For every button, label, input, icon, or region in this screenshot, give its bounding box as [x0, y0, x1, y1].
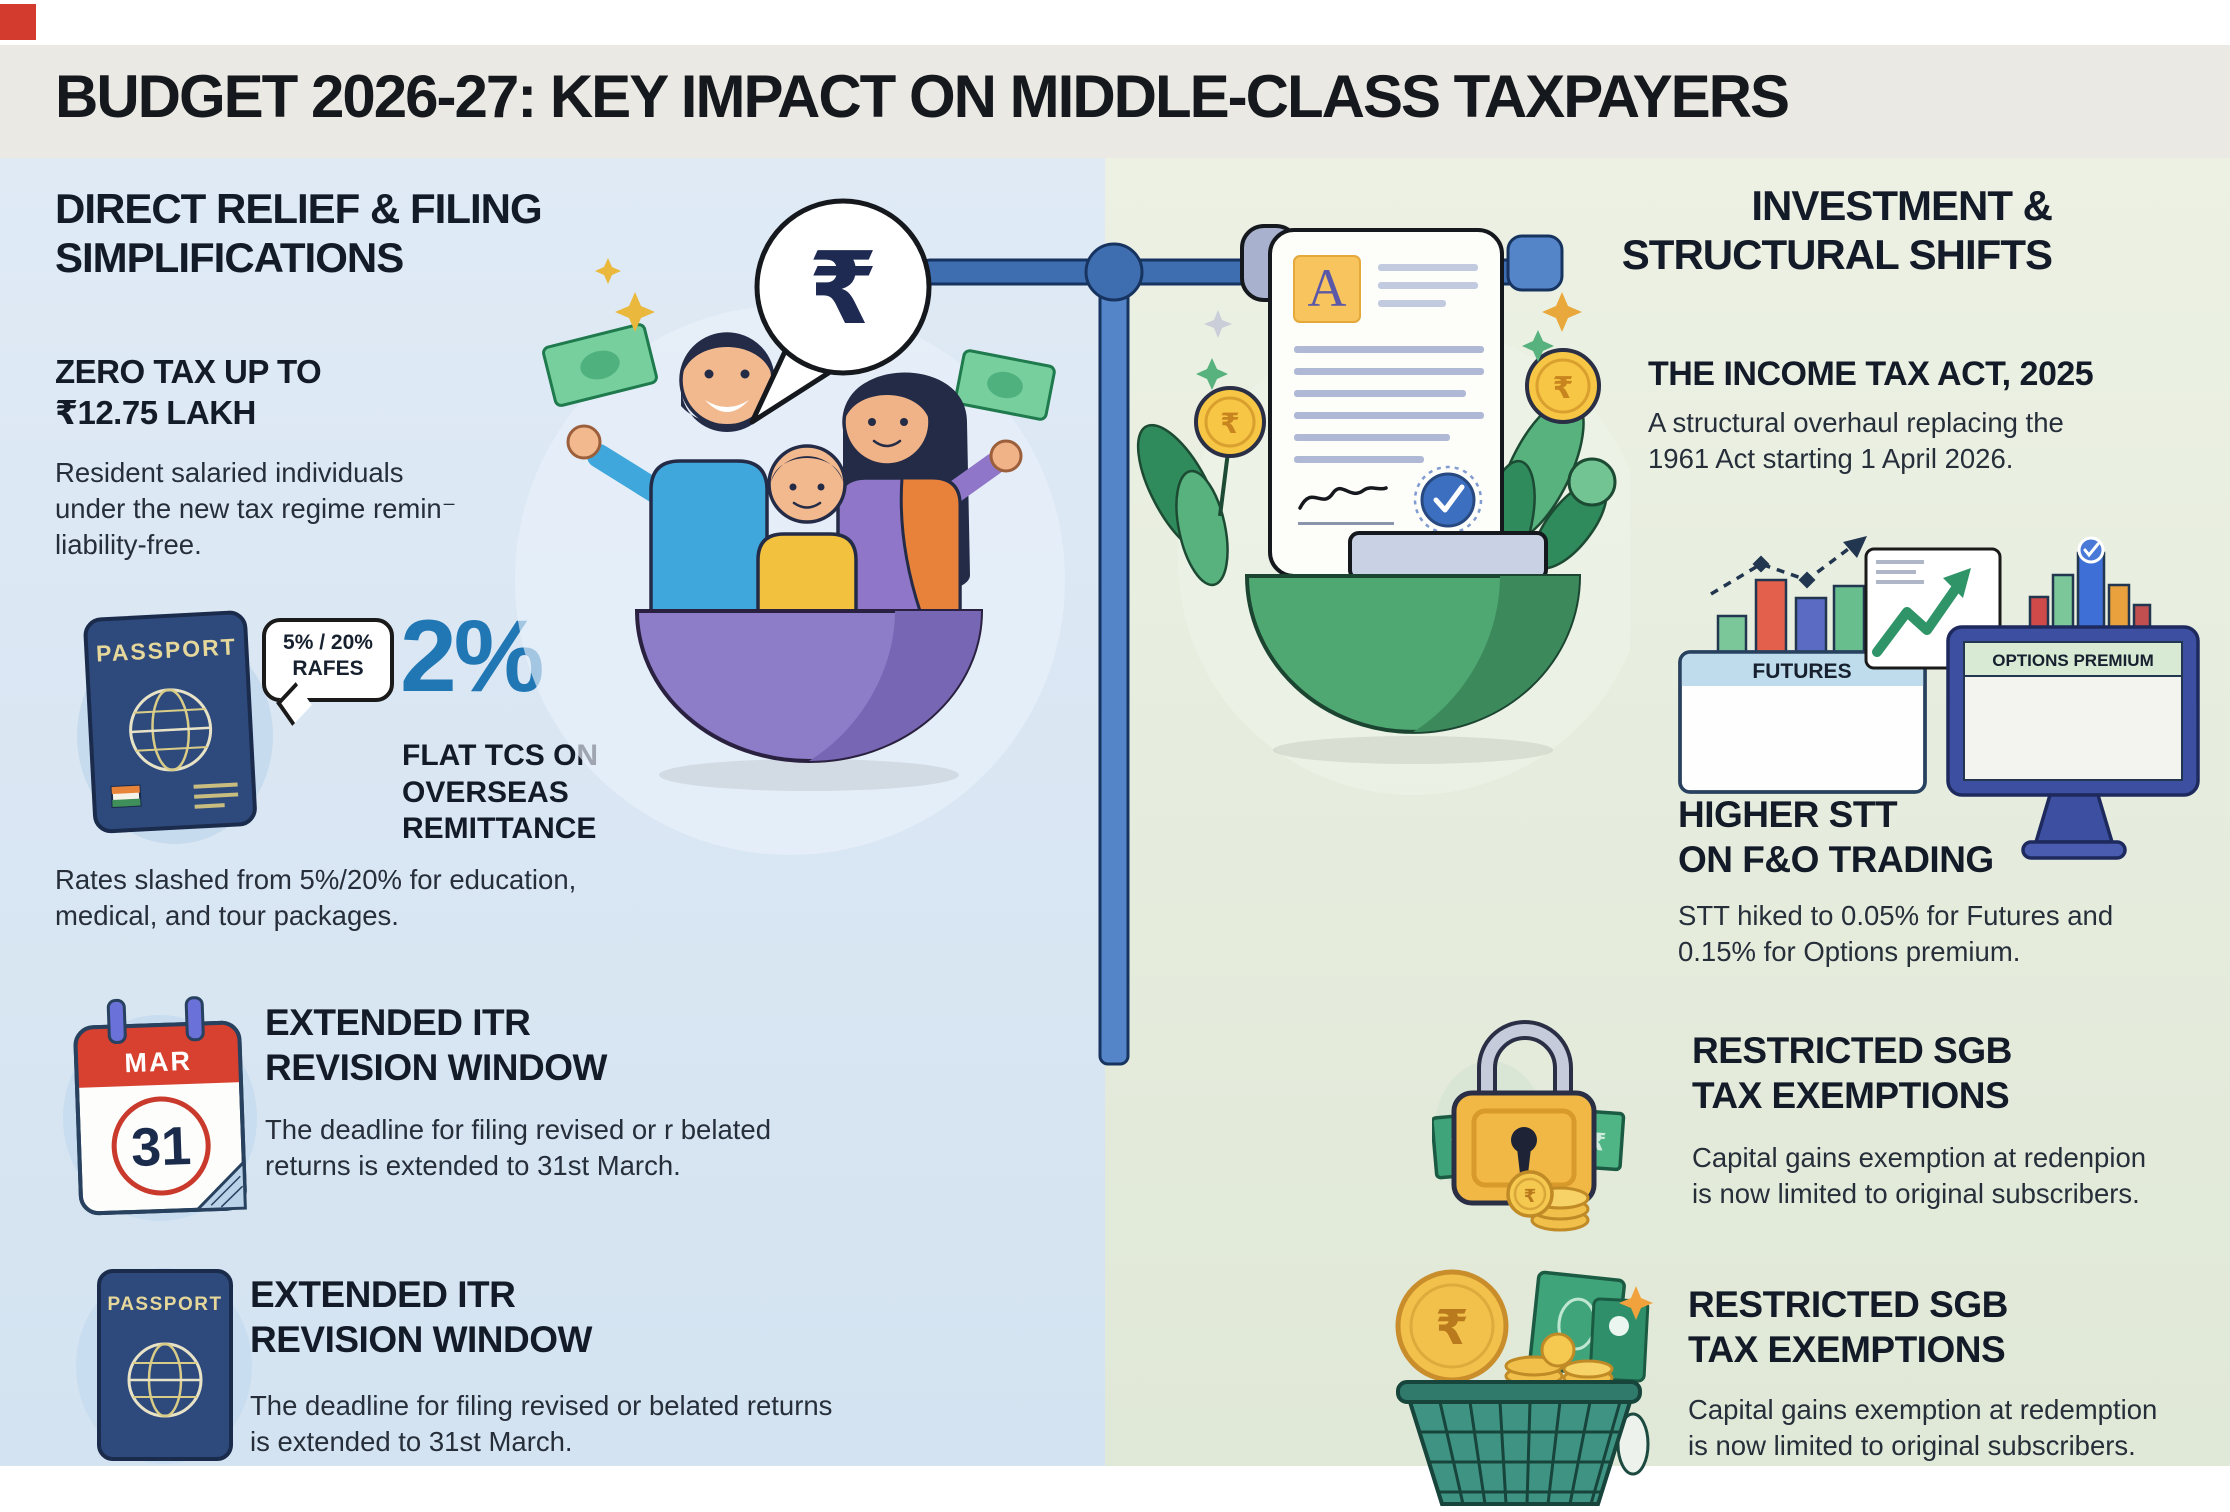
passport-icon: PASSPORT — [77, 610, 273, 844]
options-premium-label: OPTIONS PREMIUM — [1992, 651, 2154, 670]
rates-speech-bubble: 5% / 20% RAFES — [262, 618, 394, 702]
verified-seal-icon — [1413, 465, 1483, 535]
passport-label-2: PASSPORT — [107, 1294, 222, 1315]
green-scale-pan-icon — [1244, 574, 1582, 734]
money-note-icon — [542, 323, 658, 407]
svg-text:₹: ₹ — [1435, 1300, 1468, 1356]
right-section-heading: INVESTMENT & STRUCTURAL SHIFTS — [1621, 182, 2053, 278]
itr-calendar-title: EXTENDED ITR REVISION WINDOW — [265, 1002, 607, 1089]
purple-scale-pan-icon — [634, 609, 984, 763]
tax-act-body: A structural overhaul replacing the 1961… — [1648, 407, 2064, 474]
lock-savings-icon: ₹ ₹ ₹ — [1432, 1020, 1626, 1232]
options-monitor-icon: OPTIONS PREMIUM — [1946, 625, 2200, 860]
futures-bar-chart-icon — [1716, 578, 1866, 654]
stt-body: STT hiked to 0.05% for Futures and 0.15%… — [1678, 900, 2114, 967]
svg-text:₹: ₹ — [1220, 407, 1239, 440]
svg-text:₹: ₹ — [808, 230, 878, 347]
trend-arrowhead — [1843, 536, 1867, 558]
sparkle-icon — [1204, 310, 1232, 338]
rupee-coin-icon: ₹ — [1525, 348, 1601, 424]
rupee-coin-icon: ₹ — [1395, 1269, 1509, 1383]
sgb-lock-body: Capital gains exemption at redenpion is … — [1692, 1142, 2147, 1209]
stt-title: HIGHER STT ON F&O TRADING — [1678, 794, 1994, 881]
sparkle-icon — [1522, 330, 1554, 362]
zero-tax-body: Resident salaried individuals under the … — [55, 457, 457, 560]
check-badge-icon — [2077, 536, 2105, 564]
title-band — [0, 45, 2230, 158]
tcs-body: Rates slashed from 5%/20% for education,… — [55, 864, 577, 931]
basket-body — [1396, 1380, 1642, 1506]
balance-scale-illustration: ₹ ₹ A — [515, 198, 1630, 1066]
sparkle-icon — [615, 292, 655, 332]
left-section-heading: DIRECT RELIEF & FILING SIMPLIFICATIONS — [55, 185, 543, 281]
passport-icon-2: PASSPORT — [76, 1268, 252, 1464]
sparkle-icon — [595, 258, 621, 284]
signature-icon — [1298, 486, 1388, 510]
rupee-coin-icon: ₹ — [1194, 386, 1266, 458]
pan-tray-icon — [1348, 531, 1548, 581]
coin-stem — [1218, 451, 1230, 517]
fo-trading-illustration: FUTURES OPTIONS PREMIUM — [1678, 536, 2200, 860]
itr-passport-body: The deadline for filing revised or belat… — [250, 1390, 833, 1457]
sgb-basket-title: RESTRICTED SGB TAX EXEMPTIONS — [1688, 1284, 2008, 1371]
sparkle-icon — [1542, 292, 1582, 332]
tax-act-title: THE INCOME TAX ACT, 2025 — [1648, 355, 2094, 393]
coin-stack-icon: ₹ — [1506, 1170, 1590, 1232]
sgb-basket-body: Capital gains exemption at redemption is… — [1688, 1394, 2158, 1461]
page-title: BUDGET 2026-27: KEY IMPACT ON MIDDLE-CLA… — [55, 63, 1790, 130]
calendar-icon: MAR 31 — [63, 996, 257, 1221]
tax-document-icon: A — [1240, 224, 1504, 578]
rupee-speech-bubble-icon: ₹ — [749, 198, 932, 425]
futures-label: FUTURES — [1752, 660, 1851, 683]
svg-text:₹: ₹ — [1553, 371, 1574, 406]
money-note-icon — [954, 349, 1056, 421]
svg-text:A: A — [1308, 258, 1347, 318]
futures-card-icon: FUTURES — [1678, 650, 1927, 794]
sgb-lock-title: RESTRICTED SGB TAX EXEMPTIONS — [1692, 1030, 2012, 1117]
sparkle-icon — [1619, 1286, 1653, 1320]
coin-basket-icon: ₹ — [1395, 1269, 1653, 1506]
calendar-month-label: MAR — [124, 1046, 193, 1078]
family-illustration — [566, 332, 1023, 613]
sparkle-icon — [1196, 358, 1228, 390]
calendar-day-label: 31 — [130, 1116, 192, 1178]
svg-text:₹: ₹ — [1524, 1186, 1537, 1207]
options-bar-chart-icon — [2028, 551, 2152, 629]
zero-tax-title: ZERO TAX UP TO ₹12.75 LAKH — [55, 353, 322, 431]
green-coin-icon — [1567, 457, 1617, 507]
itr-calendar-body: The deadline for filing revised or r bel… — [265, 1114, 771, 1181]
corner-accent-square — [0, 4, 36, 40]
trend-dotted-line — [1710, 542, 1857, 596]
itr-passport-title: EXTENDED ITR REVISION WINDOW — [250, 1274, 592, 1361]
